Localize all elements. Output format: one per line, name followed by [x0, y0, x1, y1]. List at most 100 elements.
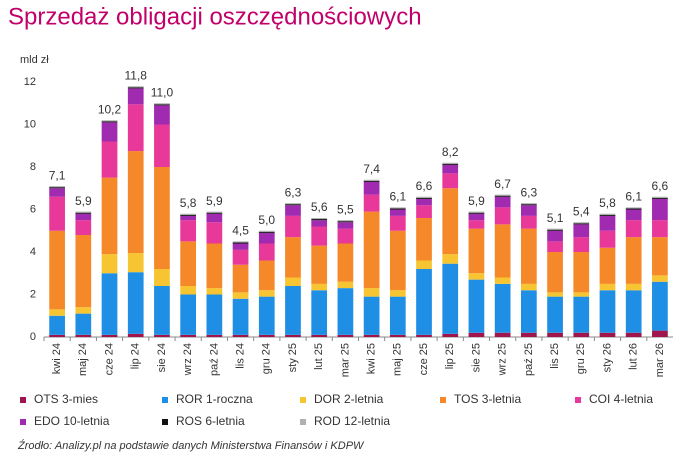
bar-segment	[232, 298, 249, 335]
bar-segment	[389, 290, 406, 297]
bar-segment	[154, 334, 170, 337]
total-label: 11,0	[151, 85, 174, 99]
bar-segment	[75, 307, 92, 314]
bar-segment	[258, 334, 275, 337]
bar-segment	[416, 205, 432, 218]
bar-segment	[416, 334, 432, 337]
bar-segment	[127, 253, 144, 273]
legend-swatch	[20, 397, 26, 403]
legend-swatch	[440, 397, 446, 403]
bar-segment	[652, 330, 668, 337]
total-label: 6,7	[494, 177, 511, 191]
legend-label: OTS 3-mies	[34, 392, 98, 406]
bar-segment	[363, 194, 380, 212]
bar-segment	[101, 122, 118, 142]
bar-segment	[101, 141, 118, 178]
bar-segment	[599, 283, 616, 291]
bar-segment	[206, 212, 223, 214]
bar-segment	[599, 247, 616, 284]
total-label: 6,6	[652, 179, 669, 193]
bar-segment	[127, 88, 144, 105]
bar-segment	[494, 332, 511, 337]
x-tick-label: kwi 25	[366, 343, 378, 374]
bar-segment	[154, 286, 170, 335]
bar-segment	[520, 215, 537, 229]
total-label: 11,8	[124, 68, 147, 82]
bar-segment	[494, 277, 511, 284]
bar-segment	[180, 286, 197, 295]
bar-segment	[285, 277, 301, 286]
bar-segment	[232, 334, 249, 337]
bar-segment	[520, 205, 537, 216]
bar-segment	[547, 241, 563, 252]
total-label: 6,3	[285, 185, 302, 199]
x-tick-label: sty 26	[601, 343, 613, 372]
bar-segment	[363, 296, 380, 335]
x-tick-label: cze 25	[418, 343, 430, 375]
bar-segment	[442, 164, 459, 174]
bar-segment	[573, 222, 590, 224]
bar-segment	[127, 151, 144, 254]
total-label: 4,5	[232, 224, 249, 238]
bar-segment	[494, 224, 511, 278]
bar-segment	[442, 254, 459, 264]
bar-segment	[154, 269, 170, 286]
bar-segment	[625, 220, 642, 238]
legend-swatch	[20, 419, 26, 425]
x-tick-label: lut 26	[628, 343, 640, 370]
bar-segment	[154, 105, 170, 125]
bar-segment	[75, 313, 92, 335]
bar-segment	[547, 332, 563, 337]
total-label: 5,5	[337, 202, 354, 216]
x-tick-label: cze 24	[103, 343, 115, 375]
bar-segment	[206, 243, 223, 289]
bar-segment	[206, 334, 223, 337]
bar-segment	[75, 211, 92, 213]
x-tick-label: lip 24	[130, 343, 142, 369]
bar-segment	[206, 211, 223, 213]
bar-segment	[416, 260, 432, 269]
bar-segment	[311, 245, 328, 284]
bar-segment	[494, 283, 511, 333]
bar-segment	[337, 220, 354, 222]
bar-segment	[49, 230, 65, 310]
bar-segment	[547, 228, 563, 230]
bar-segment	[625, 237, 642, 284]
bar-segment	[573, 223, 590, 225]
bar-segment	[232, 292, 249, 299]
bar-segment	[520, 290, 537, 333]
bar-segment	[49, 334, 65, 337]
bar-segment	[573, 237, 590, 252]
bar-segment	[416, 269, 432, 335]
bar-segment	[625, 283, 642, 291]
bar-segment	[206, 294, 223, 335]
x-tick-label: paź 25	[523, 343, 535, 376]
bar-segment	[625, 209, 642, 221]
bar-segment	[599, 290, 616, 333]
bar-segment	[337, 334, 354, 337]
legend-label: COI 4-letnia	[589, 392, 653, 406]
bar-segment	[389, 209, 406, 216]
bar-segment	[285, 237, 301, 278]
x-tick-label: wrz 24	[182, 343, 194, 376]
chart-title: Sprzedaż obligacji oszczędnościowych	[8, 3, 422, 30]
total-label: 5,8	[599, 196, 616, 210]
bar-segment	[389, 215, 406, 231]
bar-segment	[442, 162, 459, 164]
bar-segment	[652, 281, 668, 331]
bar-segment	[547, 296, 563, 333]
bar-segment	[154, 124, 170, 167]
bar-segment	[363, 179, 380, 181]
bar-segment	[494, 194, 511, 196]
total-label: 5,0	[258, 213, 275, 227]
bar-segment	[101, 334, 118, 337]
bar-segment	[442, 173, 459, 189]
source: Źrodło: Analizy.pl na podstawie danych M…	[17, 439, 365, 452]
bar-segment	[468, 220, 485, 229]
bar-segment	[337, 281, 354, 289]
bar-segment	[468, 212, 485, 214]
x-tick-label: lip 25	[444, 343, 456, 369]
bar-segment	[652, 198, 668, 221]
bar-segment	[101, 177, 118, 255]
x-tick-label: gru 25	[575, 343, 587, 374]
